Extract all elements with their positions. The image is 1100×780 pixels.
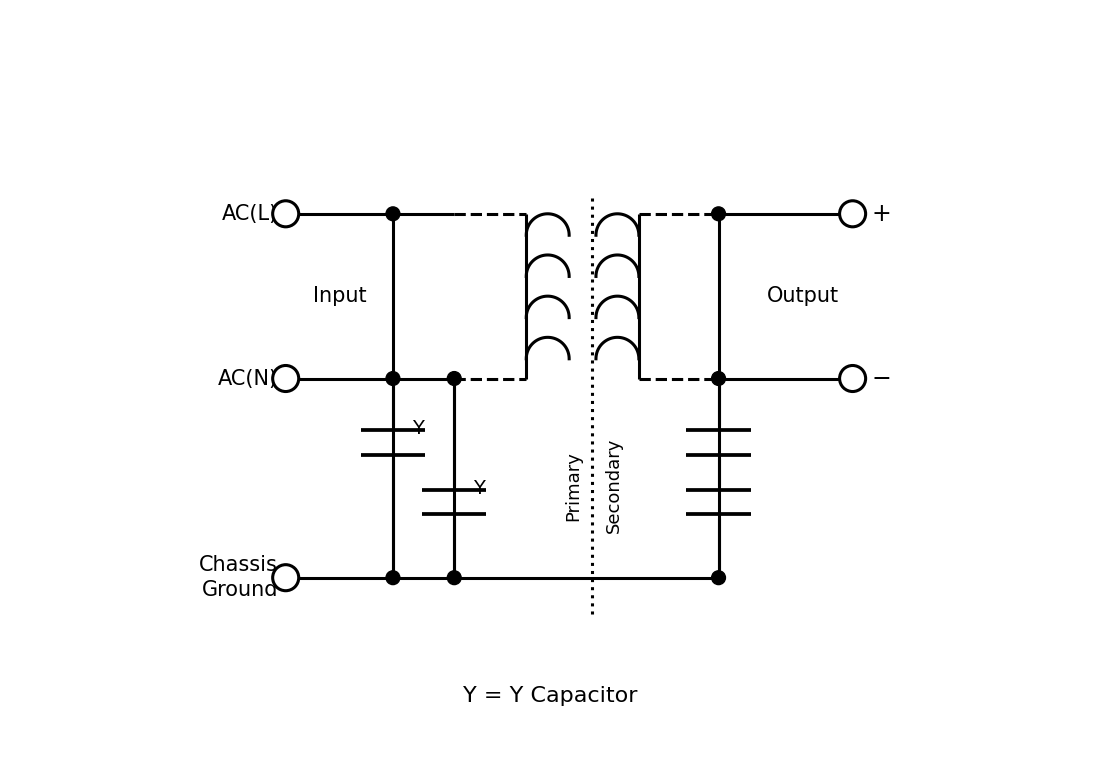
Text: Primary: Primary [564, 451, 582, 521]
Circle shape [273, 200, 299, 227]
Text: Secondary: Secondary [605, 438, 623, 534]
Text: +: + [872, 202, 891, 225]
Text: −: − [872, 367, 891, 391]
Text: Input: Input [312, 286, 366, 307]
Circle shape [448, 571, 461, 584]
Circle shape [273, 565, 299, 590]
Text: Y = Y Capacitor: Y = Y Capacitor [463, 686, 637, 707]
Circle shape [839, 366, 866, 392]
Circle shape [386, 571, 399, 584]
Circle shape [273, 366, 299, 392]
Circle shape [712, 207, 725, 221]
Text: Y: Y [473, 479, 485, 498]
Circle shape [386, 371, 399, 385]
Text: Output: Output [767, 286, 839, 307]
Circle shape [386, 207, 399, 221]
Text: Y: Y [412, 420, 424, 438]
Text: Chassis
Ground: Chassis Ground [199, 555, 278, 600]
Circle shape [448, 371, 461, 385]
Circle shape [712, 571, 725, 584]
Text: AC(N): AC(N) [218, 368, 278, 388]
Text: AC(L): AC(L) [222, 204, 278, 224]
Circle shape [712, 371, 725, 385]
Circle shape [839, 200, 866, 227]
